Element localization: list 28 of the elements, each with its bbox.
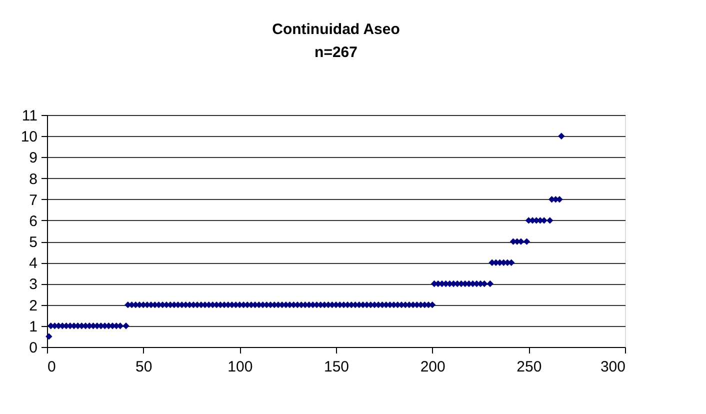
x-tick-label: 0 bbox=[48, 358, 56, 376]
point bbox=[546, 217, 554, 224]
y-tick-label: 3 bbox=[29, 276, 38, 294]
y-tick-label: 8 bbox=[29, 170, 38, 188]
point bbox=[558, 132, 565, 140]
x-tick-label: 200 bbox=[420, 358, 446, 376]
y-tick-label: 7 bbox=[29, 192, 38, 209]
point bbox=[523, 238, 530, 245]
y-tick-label: 6 bbox=[29, 212, 38, 230]
y-tick-label: 10 bbox=[20, 128, 38, 146]
point bbox=[46, 333, 52, 340]
y-tick-label: 5 bbox=[29, 234, 38, 252]
chart-title: Continuidad Aseo bbox=[272, 21, 400, 38]
y-tick-label: 2 bbox=[29, 297, 38, 314]
y-tick-label: 1 bbox=[29, 318, 38, 336]
x-tick-label: 250 bbox=[516, 358, 542, 376]
point bbox=[486, 280, 494, 288]
x-tick-label: 50 bbox=[135, 358, 152, 376]
x-tick-label: 100 bbox=[228, 358, 253, 376]
y-tick-label: 4 bbox=[29, 255, 38, 272]
y-tick-label: 11 bbox=[22, 108, 38, 124]
x-tick-label: 150 bbox=[324, 358, 350, 376]
chart-subtitle: n=267 bbox=[314, 44, 358, 61]
y-tick-label: 0 bbox=[29, 340, 38, 356]
y-tick-label: 9 bbox=[29, 150, 38, 167]
x-tick-label: 300 bbox=[600, 358, 626, 376]
point bbox=[481, 280, 488, 288]
point bbox=[122, 322, 130, 330]
